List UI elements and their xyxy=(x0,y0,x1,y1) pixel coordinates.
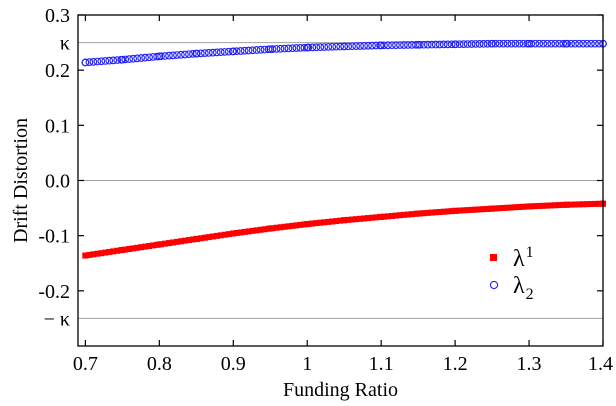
x-tick-label: 0.7 xyxy=(73,353,98,375)
x-tick-label: 0.9 xyxy=(221,353,246,375)
legend-label: λ1 xyxy=(513,244,534,272)
y-tick-label: 0.2 xyxy=(45,60,70,82)
y-tick-label: 0.3 xyxy=(45,5,70,27)
legend-marker xyxy=(490,254,497,261)
y-tick-label: 0.1 xyxy=(45,115,70,137)
x-tick-label: 1.4 xyxy=(588,353,613,375)
x-tick-label: 1.2 xyxy=(443,353,468,375)
x-tick-label: 1.1 xyxy=(369,353,394,375)
x-tick-label: 1.3 xyxy=(517,353,542,375)
x-axis-label: Funding Ratio xyxy=(283,379,398,401)
x-tick-label: 0.8 xyxy=(147,353,172,375)
legend-marker xyxy=(490,281,497,288)
x-tick-label: 1 xyxy=(302,353,312,375)
y-axis-label: Drift Distortion xyxy=(10,118,32,243)
reference-line-label: κ xyxy=(60,33,70,55)
y-tick-label: -0.1 xyxy=(38,226,70,248)
y-tick-label: 0.0 xyxy=(45,171,70,193)
legend: λ1λ2 xyxy=(490,244,534,303)
reference-line-label: − κ xyxy=(44,308,70,330)
series-2 xyxy=(82,40,606,65)
y-tick-label: -0.2 xyxy=(38,281,70,303)
legend-label: λ2 xyxy=(513,273,534,303)
axis-labels: Funding Ratio Drift Distortion xyxy=(10,118,398,401)
series-layer xyxy=(82,40,606,258)
